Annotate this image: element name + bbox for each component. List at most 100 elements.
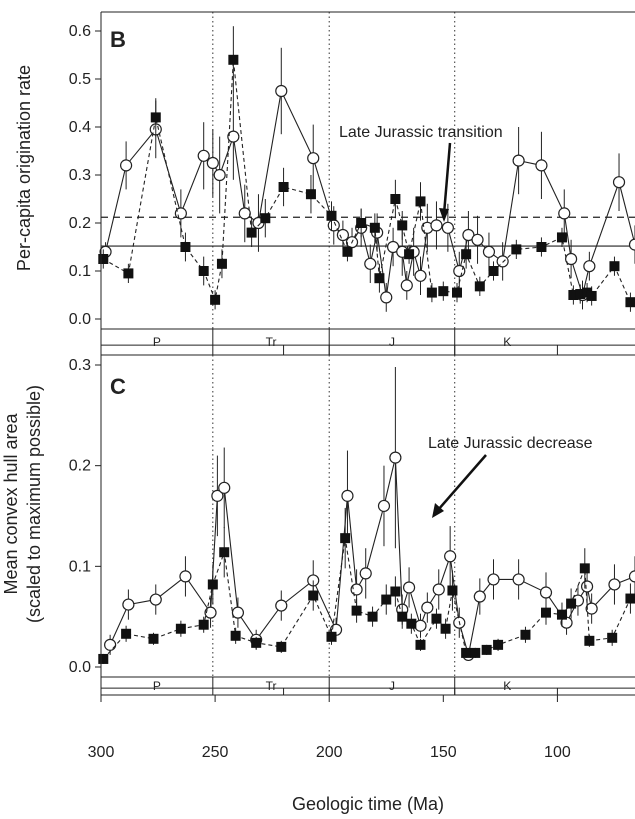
square-point xyxy=(625,297,635,308)
circle-point xyxy=(482,245,496,258)
square-point xyxy=(369,222,380,233)
square-point xyxy=(520,629,531,640)
circle-point xyxy=(380,291,393,304)
circle-point xyxy=(444,550,457,563)
circle-point xyxy=(414,269,427,282)
panel-b: 0.0 0.1 0.2 0.3 0.4 0.5 0.6 P Tr J K B Per-capita … xyxy=(14,11,635,356)
circle-point xyxy=(512,573,525,586)
circle-point xyxy=(583,260,596,273)
square-point xyxy=(326,210,337,221)
circle-point xyxy=(512,154,525,167)
panel-c: 0.0 0.1 0.2 0.3 P Tr J K 300 250 200 150 100 C Mean … xyxy=(1,354,635,814)
circle-point xyxy=(149,593,162,606)
circle-point xyxy=(104,638,117,651)
circle-point xyxy=(197,149,210,162)
circle-point xyxy=(227,130,240,143)
square-point xyxy=(607,632,618,643)
square-point xyxy=(415,639,426,650)
square-point xyxy=(447,585,458,596)
square-point xyxy=(326,631,337,642)
square-point xyxy=(180,242,191,252)
square-point xyxy=(431,613,442,624)
panel-c-annotation: Late Jurassic decrease xyxy=(428,435,593,452)
y-tick-label: 0.0 xyxy=(69,659,91,676)
circle-point xyxy=(487,573,500,586)
square-point xyxy=(305,189,316,200)
panel-c-ylabel-line1: Mean convex hull area xyxy=(1,412,21,594)
square-point xyxy=(584,635,595,646)
square-point xyxy=(470,647,481,658)
circle-point xyxy=(179,570,192,583)
circle-point xyxy=(341,489,354,502)
circle-point xyxy=(206,156,219,170)
y-tick-label: 0.4 xyxy=(69,119,91,136)
square-point xyxy=(198,619,209,630)
circle-point xyxy=(307,152,320,165)
square-point xyxy=(98,653,109,664)
square-point xyxy=(461,249,472,260)
circle-point xyxy=(421,601,434,614)
square-point xyxy=(556,609,567,620)
square-point xyxy=(568,290,579,300)
square-point xyxy=(397,611,408,622)
annotation-arrow xyxy=(437,454,487,511)
square-point xyxy=(390,194,401,204)
square-point xyxy=(415,196,426,207)
square-point xyxy=(228,54,239,65)
circle-point xyxy=(211,489,224,502)
square-point xyxy=(461,647,472,658)
circle-point xyxy=(389,451,402,464)
circle-point xyxy=(585,602,598,615)
panel-b-ylabel: Per-capita origination rate xyxy=(14,65,34,271)
square-point xyxy=(230,630,241,641)
circle-point xyxy=(275,84,288,98)
square-point xyxy=(404,249,415,260)
square-point xyxy=(351,605,362,616)
circle-point xyxy=(400,279,413,292)
x-tick-label: 300 xyxy=(88,744,115,761)
square-point xyxy=(609,261,620,272)
square-point xyxy=(340,533,351,544)
annotation-arrow xyxy=(442,142,452,215)
circle-point xyxy=(120,159,133,172)
x-tick-label: 250 xyxy=(202,744,229,761)
square-point xyxy=(566,598,577,609)
y-tick-label: 0.1 xyxy=(69,263,91,280)
square-point xyxy=(198,266,209,276)
square-point xyxy=(579,563,590,574)
circle-point xyxy=(275,599,288,612)
circle-point xyxy=(336,228,349,242)
circle-point xyxy=(218,481,231,494)
period-label: J xyxy=(389,679,395,693)
square-point xyxy=(426,287,437,298)
square-point xyxy=(342,246,353,257)
circle-point xyxy=(432,583,445,596)
period-label: J xyxy=(389,335,395,349)
circle-point xyxy=(539,586,553,599)
panel-b-letter: B xyxy=(110,27,126,52)
x-tick-label: 200 xyxy=(316,744,343,761)
x-tick-label: 150 xyxy=(430,744,457,761)
square-point xyxy=(276,641,287,652)
square-point xyxy=(216,258,227,269)
annotation-arrowhead xyxy=(432,503,444,518)
square-point xyxy=(251,637,262,648)
y-tick-label: 0.2 xyxy=(69,215,91,232)
circle-point xyxy=(204,606,217,619)
y-tick-label: 0.3 xyxy=(69,357,91,374)
y-tick-label: 0.3 xyxy=(69,167,91,184)
square-point xyxy=(367,611,378,622)
period-label: K xyxy=(503,335,511,349)
period-label: K xyxy=(503,679,511,693)
panel-c-letter: C xyxy=(110,374,126,399)
square-point xyxy=(246,227,257,238)
circle-point xyxy=(364,257,377,270)
period-label: Tr xyxy=(266,335,277,349)
square-point xyxy=(175,623,186,634)
circle-point xyxy=(580,580,594,593)
square-point xyxy=(536,242,547,252)
annotation-arrowhead xyxy=(439,208,449,222)
y-tick-label: 0.5 xyxy=(69,71,91,88)
square-point xyxy=(308,590,319,601)
square-point xyxy=(278,182,289,192)
